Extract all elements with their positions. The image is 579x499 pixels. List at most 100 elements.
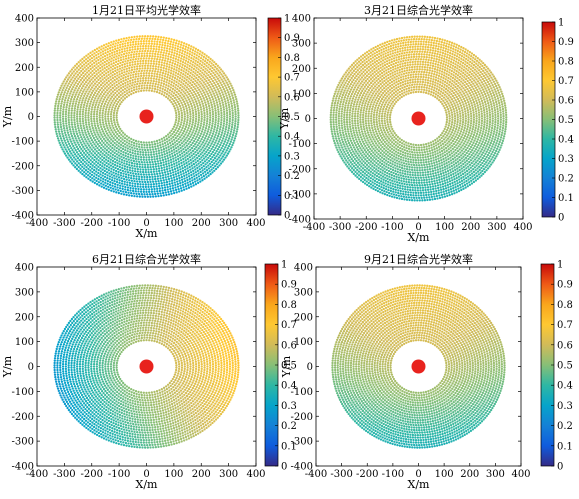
heliostat-point	[468, 137, 471, 140]
heliostat-point	[418, 151, 421, 154]
heliostat-point	[125, 193, 128, 197]
heliostat-point	[453, 88, 456, 92]
heliostat-point	[165, 135, 168, 138]
heliostat-point	[66, 92, 69, 95]
heliostat-point	[121, 164, 124, 167]
heliostat-point	[465, 96, 468, 99]
heliostat-point	[380, 93, 383, 97]
heliostat-point	[121, 66, 124, 69]
heliostat-point	[165, 137, 169, 140]
heliostat-point	[426, 66, 429, 69]
heliostat-point	[195, 141, 198, 144]
heliostat-point	[141, 67, 144, 70]
heliostat-point	[120, 80, 123, 84]
heliostat-point	[224, 130, 227, 133]
heliostat-point	[124, 191, 128, 194]
heliostat-point	[67, 118, 70, 122]
heliostat-point	[170, 53, 173, 56]
heliostat-point	[391, 93, 394, 96]
heliostat-point	[219, 68, 223, 71]
heliostat-point	[146, 54, 149, 58]
heliostat-point	[119, 171, 123, 175]
heliostat-point	[89, 142, 92, 145]
heliostat-point	[443, 133, 446, 136]
heliostat-point	[140, 146, 143, 149]
heliostat-point	[64, 88, 67, 92]
colorbar-tick-label: 0.4	[284, 132, 300, 143]
heliostat-point	[160, 184, 163, 187]
heliostat-point	[150, 42, 154, 45]
heliostat-point	[107, 77, 110, 80]
heliostat-point	[455, 90, 458, 93]
heliostat-point	[139, 47, 142, 50]
heliostat-point	[184, 84, 187, 87]
heliostat-point	[125, 95, 128, 98]
heliostat-point	[359, 123, 362, 126]
heliostat-point	[157, 50, 160, 53]
heliostat-point	[62, 86, 65, 90]
heliostat-point	[221, 155, 225, 158]
heliostat-point	[437, 74, 441, 78]
heliostat-point	[114, 99, 117, 102]
heliostat-point	[202, 174, 206, 178]
heliostat-point	[194, 143, 197, 146]
heliostat-point	[57, 128, 60, 131]
heliostat-point	[397, 157, 400, 160]
heliostat-point	[420, 55, 423, 58]
heliostat-point	[228, 135, 231, 138]
heliostat-point	[119, 90, 122, 93]
heliostat-point	[114, 135, 117, 138]
heliostat-point	[160, 46, 163, 49]
heliostat-point	[109, 117, 113, 120]
heliostat-point	[416, 60, 420, 63]
heliostat-point	[131, 184, 134, 188]
heliostat-point	[55, 100, 58, 103]
heliostat-point	[136, 62, 139, 65]
heliostat-point	[190, 164, 193, 167]
heliostat-point	[396, 69, 399, 72]
heliostat-point	[187, 80, 190, 83]
heliostat-point	[445, 85, 448, 88]
heliostat-point	[230, 146, 233, 149]
heliostat-point	[95, 135, 98, 138]
heliostat-point	[121, 135, 125, 138]
heliostat-point	[393, 82, 396, 85]
heliostat-point	[233, 91, 236, 94]
heliostat-point	[477, 90, 480, 94]
heliostat-point	[105, 167, 108, 171]
heliostat-point	[367, 95, 370, 98]
heliostat-point	[87, 148, 90, 151]
heliostat-point	[166, 73, 170, 76]
heliostat-point	[392, 85, 396, 88]
heliostat-point	[153, 90, 156, 93]
heliostat-point	[152, 50, 155, 53]
heliostat-point	[375, 96, 378, 99]
heliostat-point	[458, 110, 461, 113]
heliostat-point	[99, 121, 102, 124]
heliostat-point	[198, 62, 202, 65]
heliostat-point	[465, 75, 469, 78]
heliostat-point	[127, 72, 130, 75]
heliostat-point	[117, 142, 121, 145]
heliostat-point	[206, 92, 209, 95]
heliostat-point	[191, 63, 194, 66]
heliostat-point	[198, 101, 201, 104]
heliostat-point	[438, 72, 441, 75]
heliostat-point	[163, 61, 166, 65]
heliostat-point	[461, 111, 464, 114]
heliostat-point	[70, 95, 74, 99]
heliostat-point	[411, 60, 414, 64]
heliostat-point	[385, 133, 388, 136]
heliostat-point	[450, 141, 453, 145]
heliostat-point	[111, 86, 115, 90]
heliostat-point	[397, 173, 400, 176]
heliostat-point	[404, 141, 408, 144]
heliostat-point	[435, 146, 438, 150]
heliostat-point	[438, 151, 442, 154]
heliostat-point	[404, 77, 408, 80]
heliostat-point	[189, 127, 193, 131]
heliostat-point	[433, 72, 436, 76]
heliostat-point	[236, 104, 239, 108]
heliostat-point	[216, 106, 220, 109]
heliostat-point	[124, 170, 127, 173]
